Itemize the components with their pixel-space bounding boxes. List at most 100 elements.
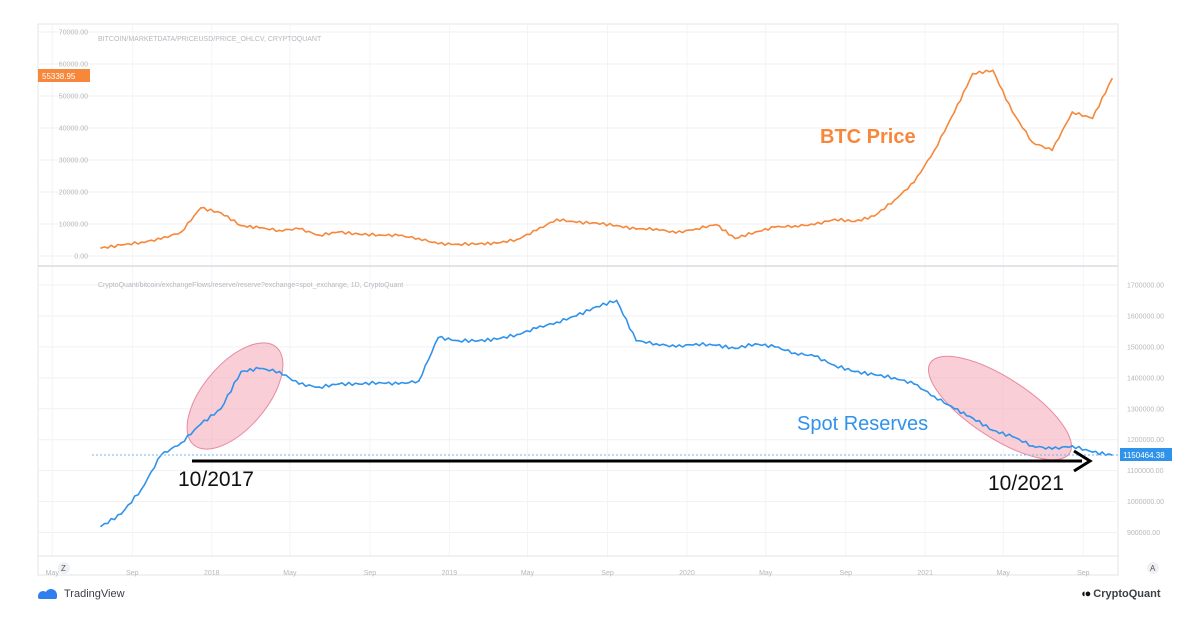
axis-control-right[interactable]: A bbox=[1147, 562, 1159, 574]
btc-price-point bbox=[971, 72, 974, 75]
btc-price-point bbox=[1031, 141, 1034, 144]
btc-price-point bbox=[773, 226, 776, 229]
y-tick-label: 30000.00 bbox=[59, 158, 88, 165]
btc-price-point bbox=[813, 223, 816, 226]
spot-reserve-point bbox=[635, 339, 638, 342]
x-tick-label: Sep bbox=[364, 570, 377, 577]
x-tick-label: May bbox=[46, 570, 60, 577]
x-tick-label: Sep bbox=[1077, 570, 1090, 577]
btc-price-point bbox=[595, 222, 598, 224]
x-tick-label: May bbox=[521, 570, 535, 577]
y-tick-label: 900000.00 bbox=[1127, 530, 1160, 537]
y-tick-label: 1000000.00 bbox=[1127, 499, 1164, 506]
spot-reserve-point bbox=[794, 352, 796, 354]
y-tick-label: 60000.00 bbox=[59, 62, 88, 69]
spot-reserve-point bbox=[318, 386, 321, 388]
tradingview-brand[interactable]: TradingView bbox=[38, 588, 125, 600]
btc-price-series-line bbox=[100, 69, 1113, 249]
timespan-arrow bbox=[192, 449, 1093, 473]
btc-price-point bbox=[1011, 111, 1014, 113]
y-tick-label: 1400000.00 bbox=[1127, 375, 1164, 382]
reserve-value-badge: 1150464.38 bbox=[1120, 448, 1172, 461]
btc-price-point bbox=[337, 231, 340, 233]
spot-reserve-point bbox=[873, 373, 876, 376]
spot-reserve-point bbox=[615, 299, 618, 302]
cryptoquant-logo-icon: ◖● bbox=[1080, 588, 1091, 600]
btc-price-annotation: BTC Price bbox=[820, 126, 916, 148]
y-tick-label: 20000.00 bbox=[59, 190, 88, 197]
btc-price-point bbox=[457, 243, 460, 246]
spot-reserve-point bbox=[595, 305, 598, 308]
spot-reserve-point bbox=[655, 342, 658, 345]
spot-reserve-point bbox=[535, 327, 538, 330]
y-tick-label: 40000.00 bbox=[59, 126, 88, 133]
spot-reserve-point bbox=[337, 383, 340, 385]
reserve-source-label: CryptoQuant/bitcoin/exchangeFlows/reserv… bbox=[98, 282, 403, 289]
svg-text:55338.95: 55338.95 bbox=[42, 72, 76, 81]
btc-price-point bbox=[516, 238, 518, 241]
spot-reserve-point bbox=[258, 367, 261, 370]
spot-reserve-point bbox=[893, 376, 896, 379]
svg-text:1150464.38: 1150464.38 bbox=[1123, 451, 1165, 460]
spot-reserve-point bbox=[773, 346, 776, 348]
spot-reserve-point bbox=[199, 423, 202, 426]
x-tick-label: May bbox=[283, 570, 297, 577]
btc-price-point bbox=[199, 207, 202, 209]
spot-reserve-point bbox=[813, 355, 816, 358]
spot-reserve-point bbox=[675, 346, 677, 348]
btc-price-point bbox=[715, 223, 718, 226]
spot-reserve-point bbox=[278, 370, 281, 373]
spot-reserve-point bbox=[1091, 451, 1094, 453]
spot-reserve-point bbox=[220, 407, 222, 410]
btc-price-point bbox=[933, 149, 936, 152]
spot-reserve-point bbox=[437, 336, 440, 339]
x-tick-label: 2018 bbox=[204, 570, 220, 577]
y-tick-label: 1500000.00 bbox=[1127, 344, 1164, 351]
btc-price-point bbox=[298, 227, 300, 230]
spot-reserve-point bbox=[140, 488, 143, 491]
spot-reserve-point bbox=[1011, 435, 1014, 438]
spot-reserve-point bbox=[754, 342, 757, 345]
btc-price-point bbox=[953, 111, 956, 113]
spot-reserve-point bbox=[933, 395, 936, 398]
tradingview-cloud-icon bbox=[38, 589, 60, 599]
spot-reserves-annotation: Spot Reserves bbox=[797, 413, 928, 435]
btc-price-point bbox=[240, 224, 243, 227]
x-tick-label: 2020 bbox=[679, 570, 695, 577]
svg-text:A: A bbox=[1150, 564, 1156, 573]
y-tick-label: 10000.00 bbox=[59, 222, 88, 229]
spot-reserve-point bbox=[120, 513, 123, 515]
end-date-label: 10/2021 bbox=[988, 472, 1064, 495]
spot-reserve-point bbox=[734, 347, 736, 350]
btc-price-point bbox=[437, 242, 440, 245]
btc-price-point bbox=[140, 241, 143, 244]
btc-price-point bbox=[318, 234, 321, 237]
x-tick-label: May bbox=[997, 570, 1011, 577]
spot-reserve-point bbox=[417, 380, 420, 382]
btc-price-point bbox=[575, 221, 578, 224]
btc-price-point bbox=[1071, 111, 1074, 113]
spot-reserve-point bbox=[1071, 445, 1074, 447]
btc-price-point bbox=[675, 232, 677, 234]
price-value-badge: 55338.95 bbox=[38, 69, 90, 82]
spot-reserve-point bbox=[240, 370, 243, 373]
spot-reserve-point bbox=[913, 383, 915, 385]
spot-reserve-point bbox=[854, 370, 856, 373]
axis-control-left[interactable]: Z bbox=[58, 562, 70, 574]
spot-reserve-point bbox=[715, 344, 718, 347]
cryptoquant-brand: ◖● CryptoQuant bbox=[1080, 588, 1161, 600]
spot-reserve-point bbox=[457, 339, 460, 342]
y-tick-label: 0.00 bbox=[74, 254, 88, 261]
x-tick-label: May bbox=[759, 570, 773, 577]
btc-price-point bbox=[893, 199, 896, 201]
y-tick-label: 1700000.00 bbox=[1127, 283, 1164, 290]
btc-price-point bbox=[417, 237, 420, 240]
tradingview-label: TradingView bbox=[64, 588, 125, 600]
spot-reserve-point bbox=[358, 383, 360, 385]
y-tick-label: 70000.00 bbox=[59, 30, 88, 37]
x-tick-label: Sep bbox=[126, 570, 139, 577]
btc-price-point bbox=[378, 234, 380, 236]
spot-reserve-point bbox=[180, 441, 183, 444]
y-tick-label: 1100000.00 bbox=[1127, 468, 1164, 475]
